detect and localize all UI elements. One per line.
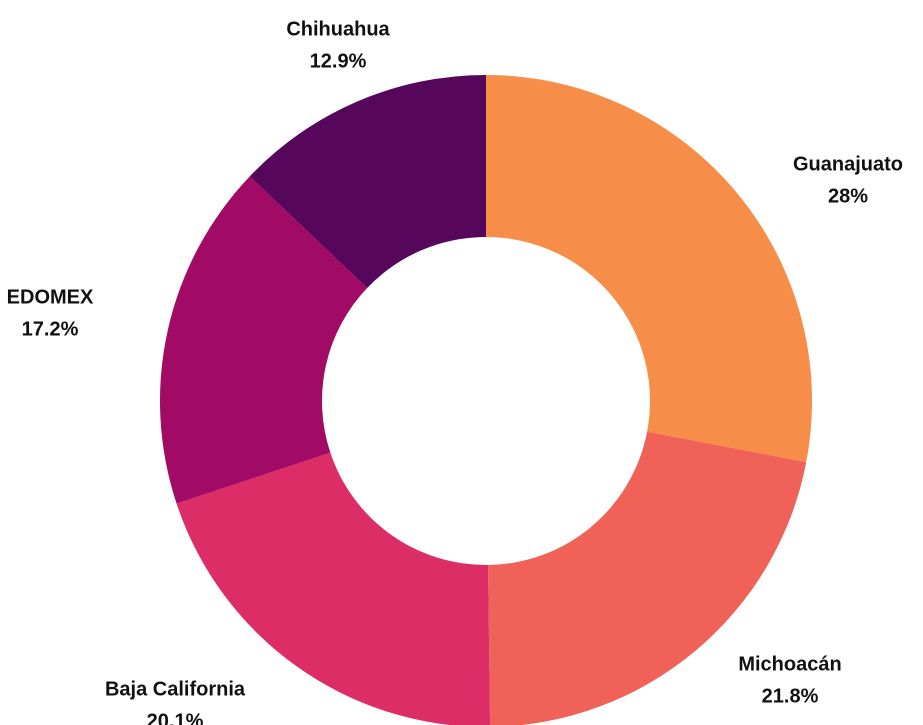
slice-label: Michoacán	[738, 653, 841, 675]
slice	[160, 176, 368, 504]
slice-value-label: 21.8%	[762, 685, 819, 707]
slice-value-label: 12.9%	[310, 50, 367, 72]
slice-value-label: 20.1%	[147, 710, 204, 725]
slice-value-label: 28%	[828, 185, 868, 207]
slice-value-label: 17.2%	[22, 318, 79, 340]
slice	[249, 74, 486, 288]
slice	[488, 431, 807, 725]
slice	[176, 452, 491, 725]
slice-label: Baja California	[105, 678, 246, 700]
slice	[486, 75, 812, 463]
slice-label: Guanajuato	[793, 153, 903, 175]
slice-label: EDOMEX	[7, 286, 94, 308]
slice-label: Chihuahua	[286, 18, 390, 40]
